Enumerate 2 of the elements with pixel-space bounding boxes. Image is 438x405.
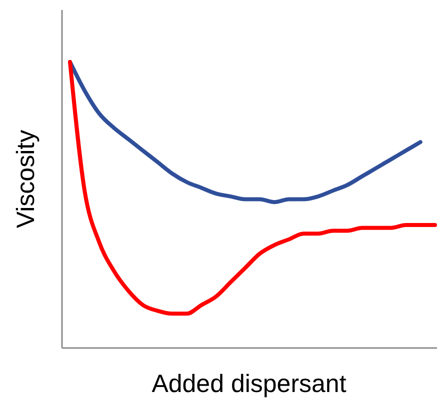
x-axis-title: Added dispersant — [152, 370, 346, 398]
y-axis-title: Viscosity — [12, 129, 40, 228]
